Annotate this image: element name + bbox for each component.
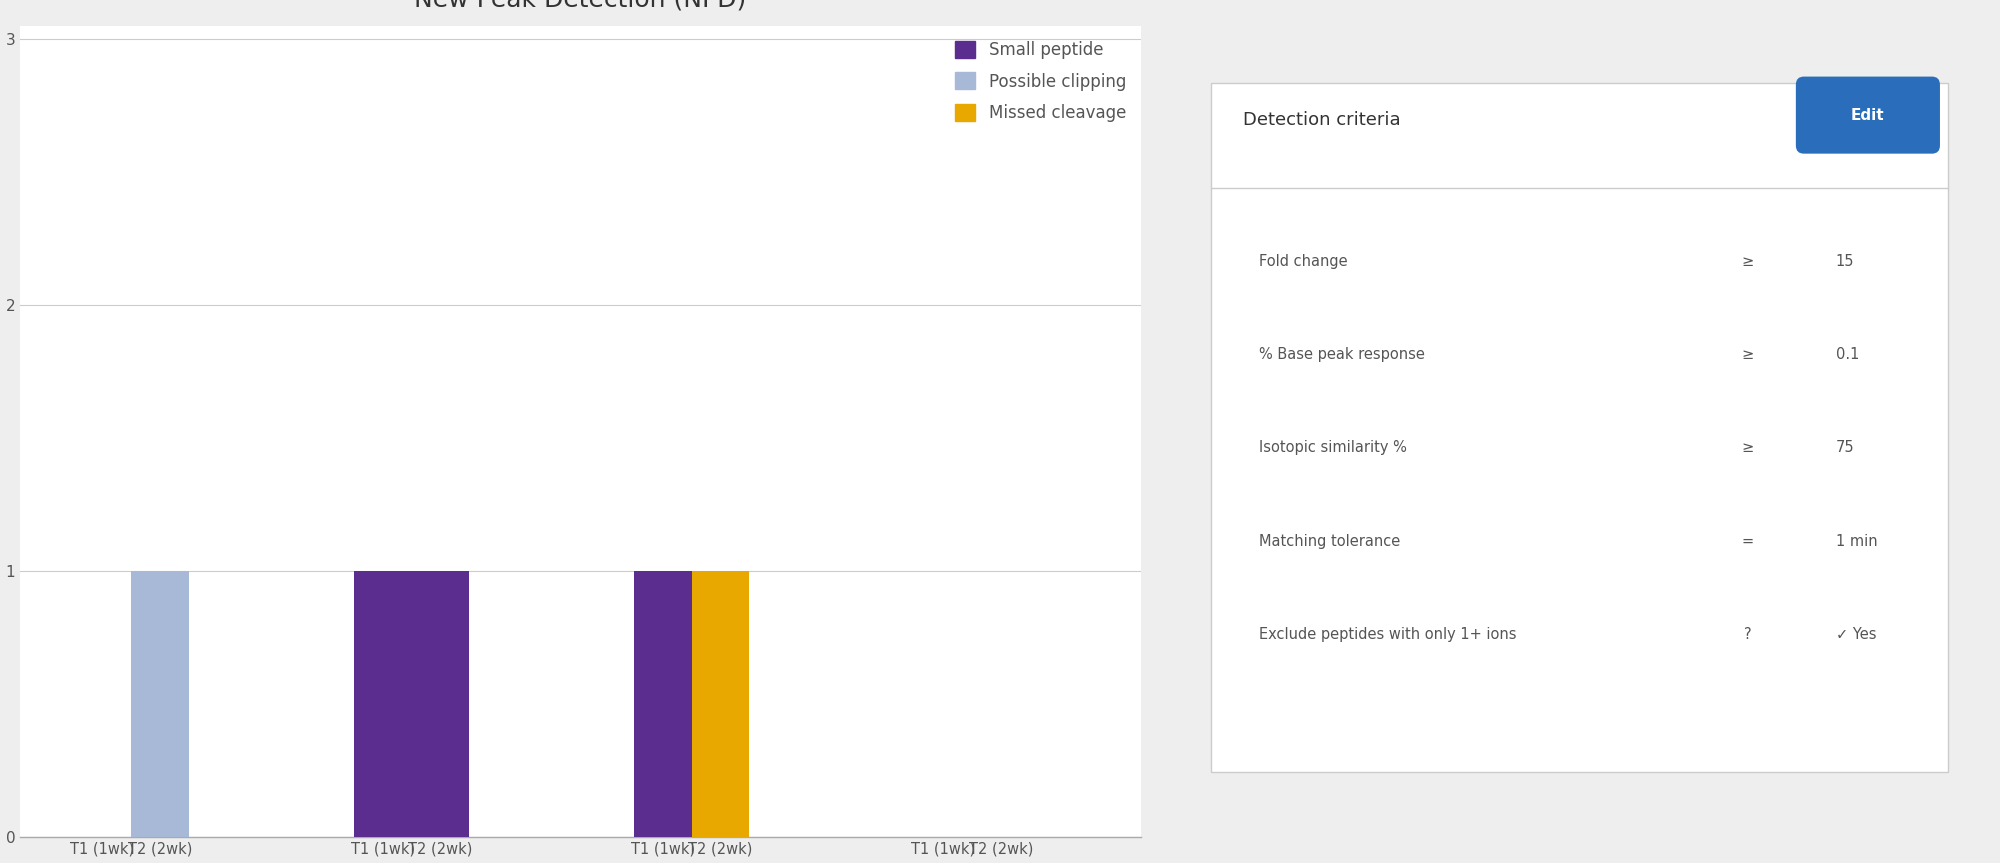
Text: ≥: ≥ xyxy=(1742,440,1754,455)
Text: ✓ Yes: ✓ Yes xyxy=(1836,627,1876,642)
Legend: Small peptide, Possible clipping, Missed cleavage: Small peptide, Possible clipping, Missed… xyxy=(948,35,1132,129)
FancyBboxPatch shape xyxy=(1796,77,1940,154)
Text: ≥: ≥ xyxy=(1742,347,1754,362)
Text: Detection criteria: Detection criteria xyxy=(1244,111,1402,129)
Text: 0.1: 0.1 xyxy=(1836,347,1860,362)
Text: Fold change: Fold change xyxy=(1260,254,1348,268)
Bar xyxy=(354,571,412,837)
Text: 75: 75 xyxy=(1836,440,1854,455)
Text: Edit: Edit xyxy=(1852,108,1884,123)
Bar xyxy=(634,571,692,837)
Text: 15: 15 xyxy=(1836,254,1854,268)
Bar xyxy=(412,571,470,837)
Text: ?: ? xyxy=(1744,627,1752,642)
Text: Matching tolerance: Matching tolerance xyxy=(1260,533,1400,549)
Text: Exclude peptides with only 1+ ions: Exclude peptides with only 1+ ions xyxy=(1260,627,1516,642)
Text: ≥: ≥ xyxy=(1742,254,1754,268)
Text: 1 min: 1 min xyxy=(1836,533,1878,549)
Text: =: = xyxy=(1742,533,1754,549)
Bar xyxy=(132,571,188,837)
Bar xyxy=(692,571,750,837)
Text: Isotopic similarity %: Isotopic similarity % xyxy=(1260,440,1408,455)
Text: % Base peak response: % Base peak response xyxy=(1260,347,1426,362)
Title: New Peak Detection (NPD): New Peak Detection (NPD) xyxy=(414,0,746,11)
FancyBboxPatch shape xyxy=(1212,83,1948,772)
